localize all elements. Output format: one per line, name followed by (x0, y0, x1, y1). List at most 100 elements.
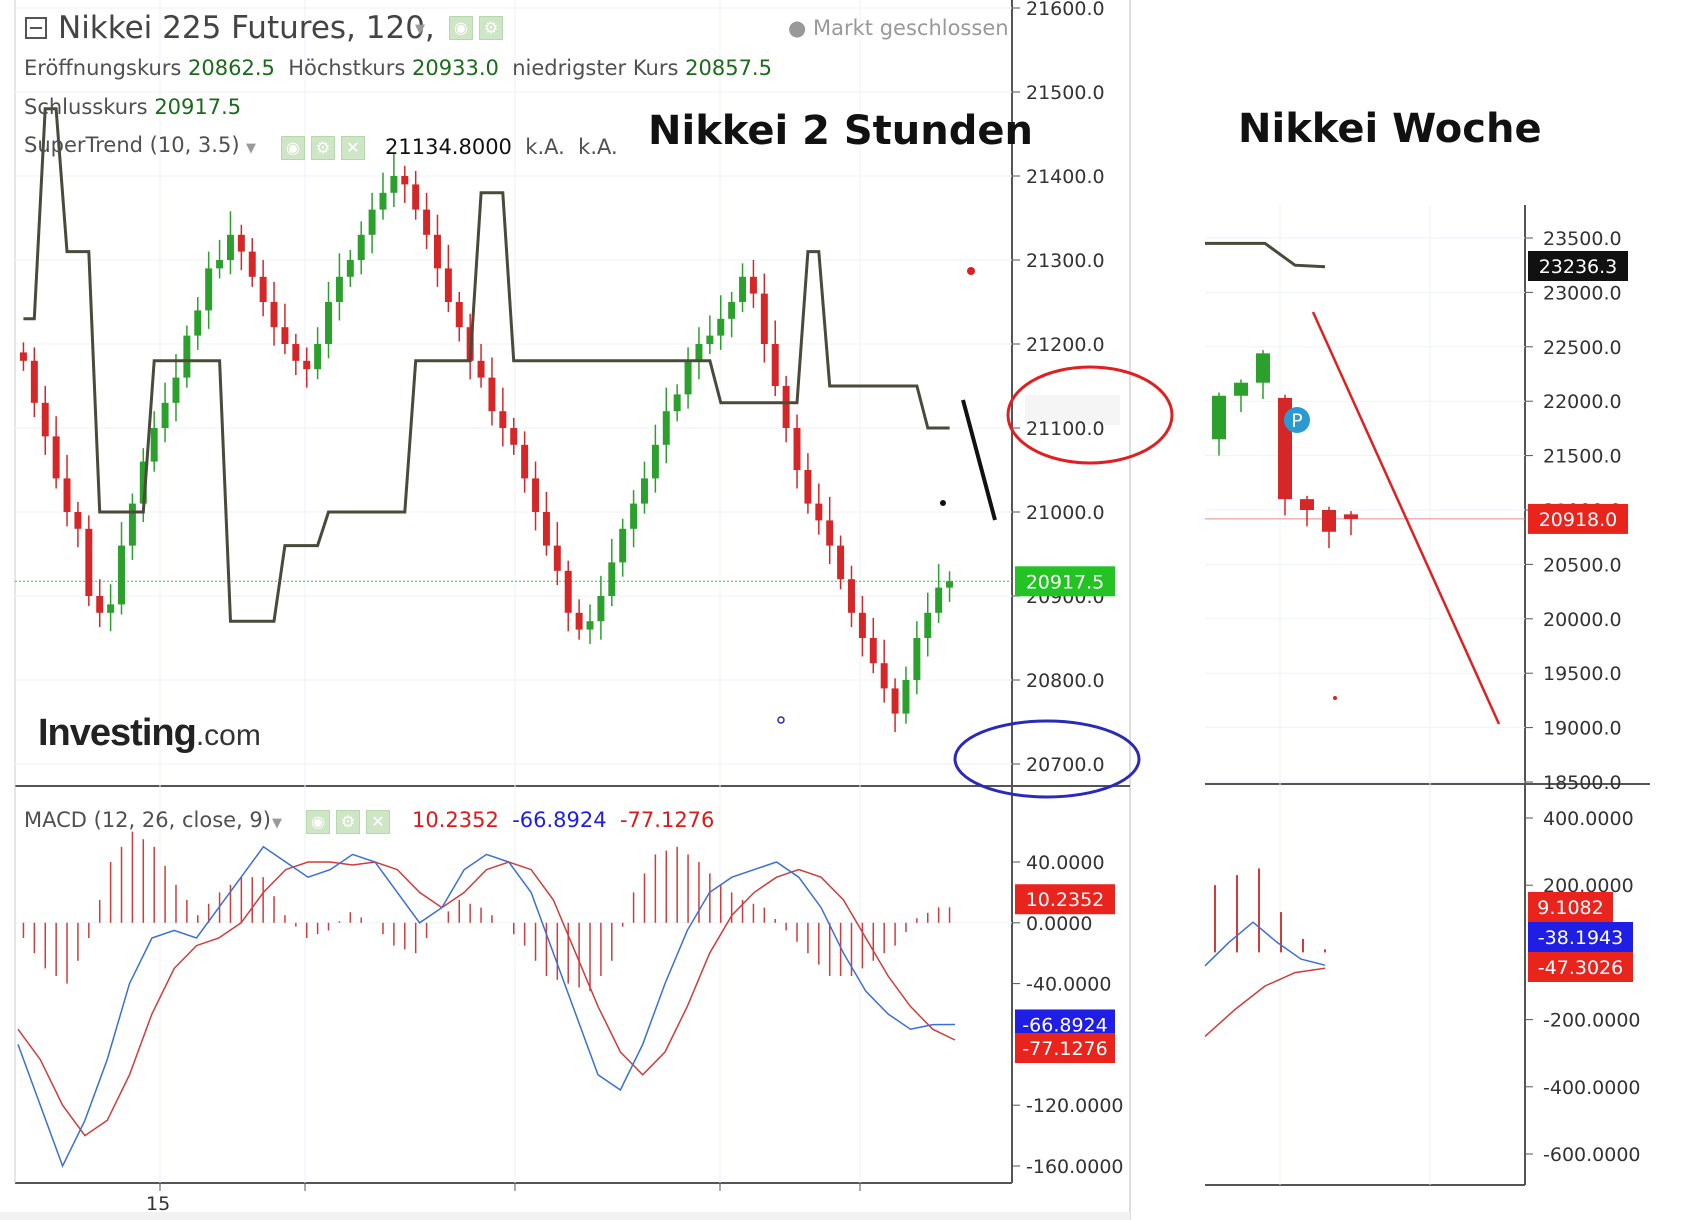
macd-values: 10.2352 -66.8924 -77.1276 (412, 808, 714, 832)
candle-body (357, 234, 365, 260)
right-price-tick-label: 18500.0 (1543, 772, 1622, 794)
candle-body (379, 192, 387, 210)
logo-suffix: .com (195, 719, 261, 752)
right-price-tick-label: 20500.0 (1543, 554, 1622, 576)
supertrend-na-2: k.A. (578, 135, 618, 159)
candle-body (739, 276, 747, 302)
candle-body (662, 411, 670, 445)
ohlc-row-1: Eröffnungskurs 20862.5 Höchstkurs 20933.… (24, 56, 772, 80)
right-macd-tick-label: 400.0000 (1543, 808, 1634, 830)
macd-tick-label: -40.0000 (1026, 974, 1111, 996)
supertrend-legend: SuperTrend (10, 3.5) (24, 133, 240, 157)
candle-body (826, 520, 834, 546)
price-tick-label: 21100.0 (1026, 418, 1105, 440)
price-tick-label: 21600.0 (1026, 0, 1105, 20)
candle-body (880, 663, 888, 689)
weekly-signal-line (1204, 967, 1326, 1037)
supertrend-label: SuperTrend (10, 3.5) (24, 133, 240, 157)
symbol-title: Nikkei 225 Futures, 120, (58, 10, 435, 46)
candle-body (640, 478, 648, 504)
macd-signal-tag-text: -77.1276 (1022, 1038, 1107, 1060)
candle-body (728, 302, 736, 319)
last-price-tag: 20917.5 (1015, 566, 1115, 597)
candle-body (706, 335, 714, 344)
candle-body (281, 327, 289, 344)
macd-line (17, 845, 956, 1168)
status-dot-icon: ● (788, 16, 807, 40)
right-supertrend-tag-bg (1528, 251, 1628, 281)
macd-dropdown-icon[interactable]: ▼ (272, 816, 282, 831)
weekly-candle-body (1234, 382, 1248, 396)
drawn-annotations (777, 267, 1501, 799)
last-price-tag-bg (1015, 566, 1115, 597)
candle-body (150, 428, 158, 462)
supertrend-eye-icon[interactable]: ◉ (281, 136, 305, 160)
right-price-tick-label: 23500.0 (1543, 228, 1622, 250)
close-value: 20917.5 (154, 95, 242, 119)
candle-body (19, 352, 27, 361)
scribble-box (1025, 395, 1120, 425)
right-supertrend-tag: 23236.3 (1528, 251, 1628, 281)
candle-body (891, 688, 899, 714)
candle-body (172, 377, 180, 403)
macd-signal-tag: -77.1276 (1015, 1033, 1115, 1064)
right-price-tick-label: 22000.0 (1543, 391, 1622, 413)
right-macd-hist-tag-bg (1528, 892, 1613, 922)
right-macd-value-tag: -38.1943 (1528, 922, 1633, 952)
macd-hist-tag-text: 10.2352 (1026, 889, 1105, 911)
open-label: Eröffnungskurs (24, 56, 182, 80)
market-status: ● Markt geschlossen (788, 16, 1009, 40)
candle-body (118, 545, 125, 605)
right-last-price-tag-bg (1528, 503, 1628, 534)
macd-tick-label: 0.0000 (1026, 913, 1092, 935)
right-price-tick-label: 22500.0 (1543, 337, 1622, 359)
annotation-2h: Nikkei 2 Stunden (648, 108, 1033, 154)
candle-body (630, 503, 638, 529)
logo-brand: Investing (38, 712, 197, 754)
macd-gear-icon[interactable]: ⚙ (336, 810, 360, 834)
right-price-pane: P (1205, 205, 1650, 1186)
supertrend-values: 21134.8000 k.A. k.A. (385, 135, 618, 159)
right-macd-tick-label: -400.0000 (1543, 1077, 1641, 1099)
candle-body (226, 234, 234, 260)
red-trend-line-weekly (1311, 311, 1501, 725)
collapse-icon[interactable] (25, 17, 47, 39)
candle-body (510, 428, 518, 445)
symbol-dropdown-icon[interactable]: ▼ (415, 22, 425, 37)
macd-tick-label: -160.0000 (1026, 1156, 1124, 1178)
candle-body (935, 587, 943, 613)
weekly-candle-body (1344, 514, 1358, 519)
axis-and-tag-labels: 21600.0 21500.0 21400.0 21300.0 21200.0 21100… (1015, 0, 1641, 1178)
candle-body (237, 234, 245, 252)
right-macd-pane (1204, 817, 1533, 1155)
candle-body (651, 444, 659, 479)
candle-body (390, 176, 398, 193)
candle-body (325, 302, 333, 344)
candle-body (869, 638, 877, 664)
macd-close-icon[interactable]: ✕ (366, 810, 390, 834)
last-price-tag-text: 20917.5 (1026, 571, 1105, 593)
candle-body (183, 335, 191, 378)
supertrend-close-icon[interactable]: ✕ (341, 136, 365, 160)
gear-icon[interactable]: ⚙ (479, 16, 503, 40)
candle-body (749, 276, 757, 294)
supertrend-gear-icon[interactable]: ⚙ (311, 136, 335, 160)
right-price-tick-label: 19000.0 (1543, 718, 1622, 740)
price-tick-label: 20800.0 (1026, 670, 1105, 692)
high-value: 20933.0 (412, 56, 499, 80)
candle-body (532, 478, 540, 512)
supertrend-na-1: k.A. (525, 135, 565, 159)
right-macd-signal-tag-bg (1528, 952, 1633, 982)
candle-body (292, 344, 300, 361)
annotation-weekly: Nikkei Woche (1238, 106, 1542, 152)
macd-hist-value: 10.2352 (412, 808, 499, 832)
price-tick-label: 21200.0 (1026, 334, 1105, 356)
candle-body (946, 581, 954, 588)
eye-icon[interactable]: ◉ (449, 16, 473, 40)
candle-body (368, 209, 376, 235)
macd-eye-icon[interactable]: ◉ (306, 810, 330, 834)
supertrend-dropdown-icon[interactable]: ▼ (246, 141, 256, 156)
bottom-toolbar-strip (0, 1212, 1130, 1220)
right-macd-hist-tag: 9.1082 (1528, 892, 1613, 922)
candle-body (521, 444, 529, 479)
